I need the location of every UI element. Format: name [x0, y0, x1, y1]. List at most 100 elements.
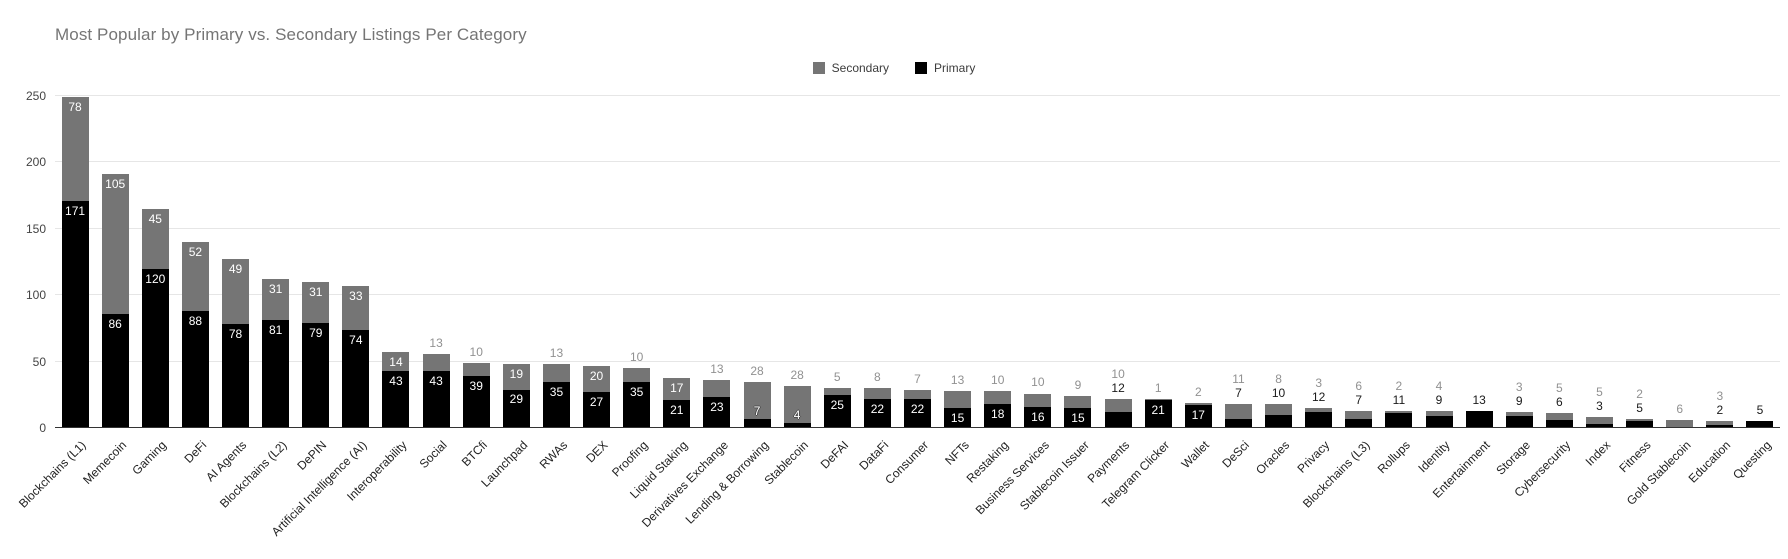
bar-secondary-segment[interactable] [101, 174, 129, 314]
bar-primary-segment[interactable] [1746, 421, 1774, 428]
bar-primary-segment[interactable] [583, 392, 611, 428]
bar-secondary-segment[interactable] [1184, 402, 1212, 406]
bar-secondary-segment[interactable] [262, 279, 290, 321]
bar-primary-segment[interactable] [1104, 412, 1132, 428]
bar-primary-segment[interactable] [1585, 424, 1613, 428]
bar-secondary-segment[interactable] [141, 208, 169, 269]
legend-item-primary[interactable]: Primary [915, 61, 975, 75]
bar-secondary-segment[interactable] [1265, 404, 1293, 415]
bar-secondary-segment[interactable] [1104, 398, 1132, 413]
bar-secondary-segment[interactable] [783, 385, 811, 423]
bar-primary-segment[interactable] [944, 408, 972, 428]
bar-primary-segment[interactable] [1024, 406, 1052, 428]
bar-primary-segment[interactable] [904, 398, 931, 428]
bar-secondary-segment[interactable] [623, 368, 651, 382]
bar-primary-segment[interactable] [1184, 405, 1212, 428]
bar-primary-segment[interactable] [1425, 416, 1453, 428]
bar-secondary-segment[interactable] [1224, 404, 1252, 419]
bar-value-label: 88 [188, 314, 203, 329]
bar-primary-segment[interactable] [743, 418, 771, 428]
bar-primary-segment[interactable] [863, 398, 891, 428]
bar-group: 120 45 [141, 208, 169, 428]
bar-secondary-segment[interactable] [382, 352, 410, 371]
bar-primary-segment[interactable] [1224, 418, 1252, 428]
bar-secondary-segment[interactable] [1585, 417, 1613, 425]
bar-primary-segment[interactable] [783, 422, 811, 428]
bar-primary-segment[interactable] [382, 370, 410, 428]
bar-primary-segment[interactable] [703, 397, 731, 428]
bar-secondary-segment[interactable] [1305, 408, 1333, 413]
legend-item-secondary[interactable]: Secondary [812, 61, 889, 75]
bar-secondary-segment[interactable] [1345, 410, 1373, 419]
bar-primary-segment[interactable] [302, 323, 330, 428]
bar-secondary-segment[interactable] [823, 388, 851, 395]
bar-primary-segment[interactable] [623, 381, 651, 428]
bar-group: 39 10 [462, 345, 490, 428]
bar-primary-segment[interactable] [1064, 408, 1092, 428]
bar-primary-segment[interactable] [141, 268, 169, 428]
category-label: Rollups [1374, 438, 1413, 477]
y-axis-tick-label: 200 [25, 155, 46, 170]
bar-primary-segment[interactable] [823, 394, 851, 428]
bar-primary-segment[interactable] [1305, 412, 1333, 428]
bar-secondary-segment[interactable] [542, 364, 570, 382]
bar-primary-segment[interactable] [422, 370, 450, 428]
bar-primary-segment[interactable] [1545, 420, 1573, 428]
bar-secondary-segment[interactable] [663, 377, 691, 401]
bar-primary-segment[interactable] [663, 400, 691, 428]
bar-primary-segment[interactable] [1626, 421, 1654, 428]
bar-primary-segment[interactable] [1505, 416, 1533, 428]
bar-value-label: 12 [1111, 380, 1125, 395]
bar-value-label: 28 [750, 363, 764, 378]
bar-secondary-segment[interactable] [181, 242, 209, 312]
bar-secondary-segment[interactable] [302, 281, 330, 324]
gridline [55, 294, 1780, 296]
bar-primary-segment[interactable] [262, 320, 290, 428]
bar-secondary-segment[interactable] [1385, 410, 1413, 414]
bar-primary-segment[interactable] [181, 311, 209, 428]
bar-primary-segment[interactable] [1465, 410, 1493, 428]
bar-secondary-segment[interactable] [944, 390, 972, 409]
bar-secondary-segment[interactable] [703, 380, 731, 398]
bar-primary-segment[interactable] [342, 329, 370, 428]
bar-secondary-segment[interactable] [1706, 421, 1734, 426]
bar-secondary-segment[interactable] [1626, 418, 1654, 422]
bar-group: 171 78 [61, 97, 89, 428]
bar-secondary-segment[interactable] [1545, 413, 1573, 421]
bar-primary-segment[interactable] [1144, 400, 1172, 428]
bar-primary-segment[interactable] [1706, 425, 1734, 428]
bar-secondary-segment[interactable] [61, 97, 89, 201]
bar-primary-segment[interactable] [502, 389, 530, 428]
bar-secondary-segment[interactable] [1425, 410, 1453, 417]
bar-secondary-segment[interactable] [422, 353, 450, 371]
bar-primary-segment[interactable] [1345, 418, 1373, 428]
bar-primary-segment[interactable] [61, 200, 89, 428]
bar-secondary-segment[interactable] [1144, 398, 1172, 401]
bar-secondary-segment[interactable] [1024, 393, 1052, 407]
bar-primary-segment[interactable] [462, 376, 490, 428]
category-label: DataFi [856, 438, 892, 473]
bar-secondary-segment[interactable] [904, 389, 931, 399]
bar-group: 10 8 [1265, 372, 1293, 428]
bar-secondary-segment[interactable] [984, 390, 1012, 405]
bar-secondary-segment[interactable] [462, 362, 490, 377]
gridline [55, 227, 1780, 229]
bar-secondary-segment[interactable] [1666, 420, 1694, 428]
bar-secondary-segment[interactable] [583, 365, 611, 393]
bar-secondary-segment[interactable] [1064, 396, 1092, 409]
bar-primary-segment[interactable] [101, 313, 129, 428]
bar-secondary-segment[interactable] [743, 381, 771, 419]
bar-primary-segment[interactable] [542, 381, 570, 428]
gridline [55, 360, 1780, 362]
bar-primary-segment[interactable] [984, 404, 1012, 428]
bar-primary-segment[interactable] [1265, 414, 1293, 428]
bar-primary-segment[interactable] [222, 324, 250, 428]
bar-secondary-segment[interactable] [502, 364, 530, 390]
bar-secondary-segment[interactable] [863, 388, 891, 399]
bar-secondary-segment[interactable] [342, 285, 370, 330]
bar-secondary-segment[interactable] [222, 259, 250, 325]
bar-secondary-segment[interactable] [1505, 412, 1533, 417]
bar-primary-segment[interactable] [1385, 413, 1413, 428]
bar-value-label: 105 [105, 177, 126, 192]
